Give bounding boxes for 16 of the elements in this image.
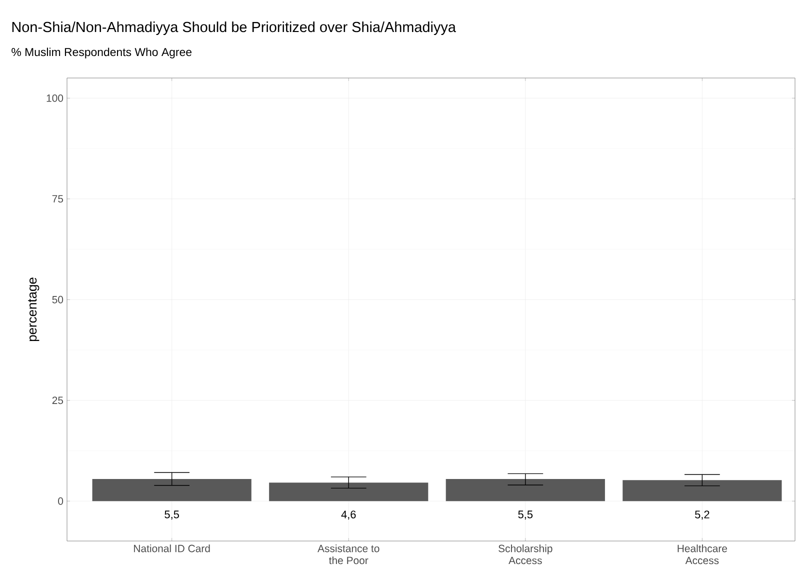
chart-subtitle: % Muslim Respondents Who Agree xyxy=(12,48,192,58)
x-tick-label: Healthcare Access xyxy=(678,544,728,564)
y-tick-label: 0 xyxy=(58,497,64,505)
data-label: 5,5 xyxy=(518,510,533,520)
x-tick-label: National ID Card xyxy=(134,544,210,552)
x-tick-label: Scholarship Access xyxy=(498,544,552,564)
y-tick-label: 75 xyxy=(52,195,64,203)
y-tick-label: 25 xyxy=(52,396,64,404)
chart-title: Non-Shia/Non-Ahmadiyya Should be Prioritized over Shia/Ahmadiyya xyxy=(12,22,456,35)
x-tick-label: Assistance to the Poor xyxy=(318,544,380,564)
data-label: 4,6 xyxy=(341,510,356,520)
y-tick-label: 50 xyxy=(52,296,64,304)
y-tick-label: 100 xyxy=(46,94,64,102)
data-label: 5,2 xyxy=(695,510,710,520)
data-label: 5,5 xyxy=(164,510,179,520)
y-axis-title: percentage xyxy=(28,278,40,342)
